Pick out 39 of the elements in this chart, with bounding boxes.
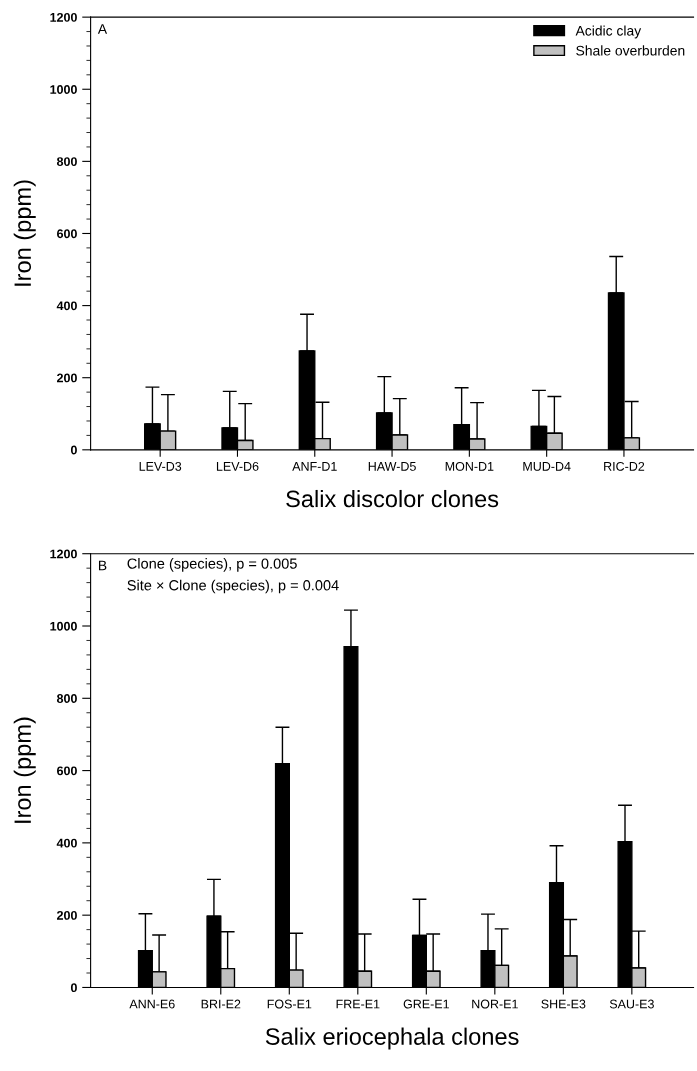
y-axis-title: Iron (ppm) [13, 717, 36, 823]
x-tick-label: FRE-E1 [336, 999, 380, 1009]
annotation: Clone (species), p = 0.005 [127, 558, 297, 572]
x-tick-label: HAW-D5 [368, 462, 416, 471]
x-tick-label: LEV-D3 [139, 461, 182, 471]
x-tick-label: MON-D1 [445, 461, 494, 471]
y-tick-label: 1200 [50, 12, 77, 22]
y-tick-label: 600 [57, 766, 77, 776]
y-tick-label: 600 [57, 229, 77, 239]
y-tick-label: 0 [70, 445, 77, 455]
x-tick-label: FOS-E1 [267, 999, 312, 1009]
x-tick-label: GRE-E1 [403, 999, 449, 1009]
y-tick-label: 1200 [50, 549, 77, 559]
y-tick-label: 800 [56, 157, 77, 167]
x-tick-label: MUD-D4 [523, 462, 571, 471]
x-axis-title: Salix eriocephala clones [265, 1027, 519, 1050]
x-tick-label: NOR-E1 [472, 999, 518, 1009]
x-tick-label: SAU-E3 [609, 999, 654, 1009]
x-tick-label: LEV-D6 [216, 461, 259, 471]
annotation: Site × Clone (species), p = 0.004 [127, 579, 339, 594]
x-tick-label: ANN-E6 [129, 999, 175, 1009]
x-tick-label: BRI-E2 [201, 999, 241, 1009]
y-tick-label: 400 [56, 301, 77, 311]
y-tick-label: 800 [56, 694, 77, 703]
y-tick-label: 1000 [50, 621, 77, 631]
y-axis-title: Iron (ppm) [13, 180, 36, 286]
annotation: B [98, 560, 107, 571]
annotation: A [97, 24, 108, 34]
legend-label: Shale overburden [576, 45, 685, 56]
legend-label: Acidic clay [575, 25, 642, 39]
x-tick-label: RIC-D2 [604, 461, 645, 471]
y-tick-label: 1000 [50, 85, 77, 94]
x-tick-label: SHE-E3 [541, 999, 586, 1009]
y-tick-label: 400 [56, 838, 77, 848]
y-tick-label: 200 [57, 910, 77, 920]
x-tick-label: ANF-D1 [292, 462, 337, 471]
y-tick-label: 200 [57, 373, 77, 383]
y-tick-label: 0 [70, 983, 77, 993]
x-axis-title: Salix discolor clones [286, 489, 499, 508]
